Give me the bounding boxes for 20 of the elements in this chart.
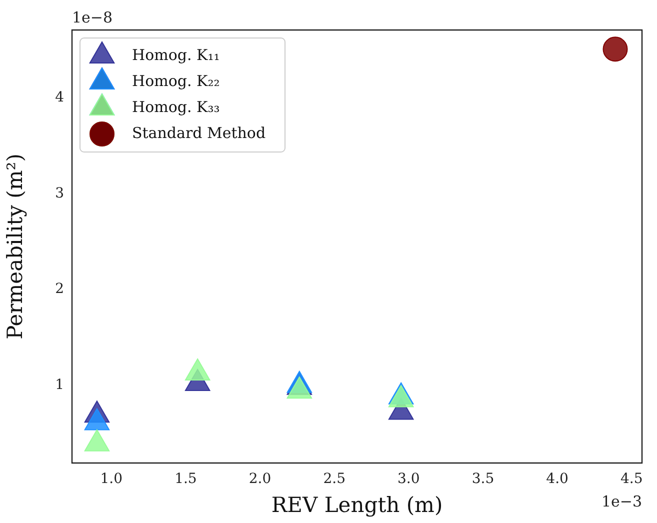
y-tick-label: 4: [55, 90, 64, 106]
x-tick-label: 4.5: [620, 471, 643, 488]
legend-label: Homog. K₁₁: [132, 46, 220, 64]
legend-label: Standard Method: [132, 124, 266, 142]
text: 1e−8: [72, 8, 113, 26]
text: 1e−3: [601, 492, 642, 510]
x-axis-title: REV Length (m): [271, 492, 443, 517]
x-tick-label: 4.0: [546, 471, 568, 488]
y-axis-title: Permeability (m²): [3, 154, 28, 340]
x-tick-label: 3.5: [472, 471, 494, 488]
x-tick-label: 2.0: [248, 471, 272, 488]
y-tick-label: 2: [55, 281, 64, 298]
x-tick-label: 2.5: [323, 471, 346, 488]
x-tick-label: 3.0: [398, 471, 420, 488]
x-tick-label: 1.0: [100, 471, 123, 488]
legend-label: Homog. K₂₂: [132, 72, 220, 90]
y-tick-label: 3: [55, 185, 64, 202]
y-tick-label: 1: [55, 377, 64, 394]
x-tick-label: 1.5: [174, 471, 197, 488]
legend-label: Homog. K₃₃: [132, 98, 220, 116]
